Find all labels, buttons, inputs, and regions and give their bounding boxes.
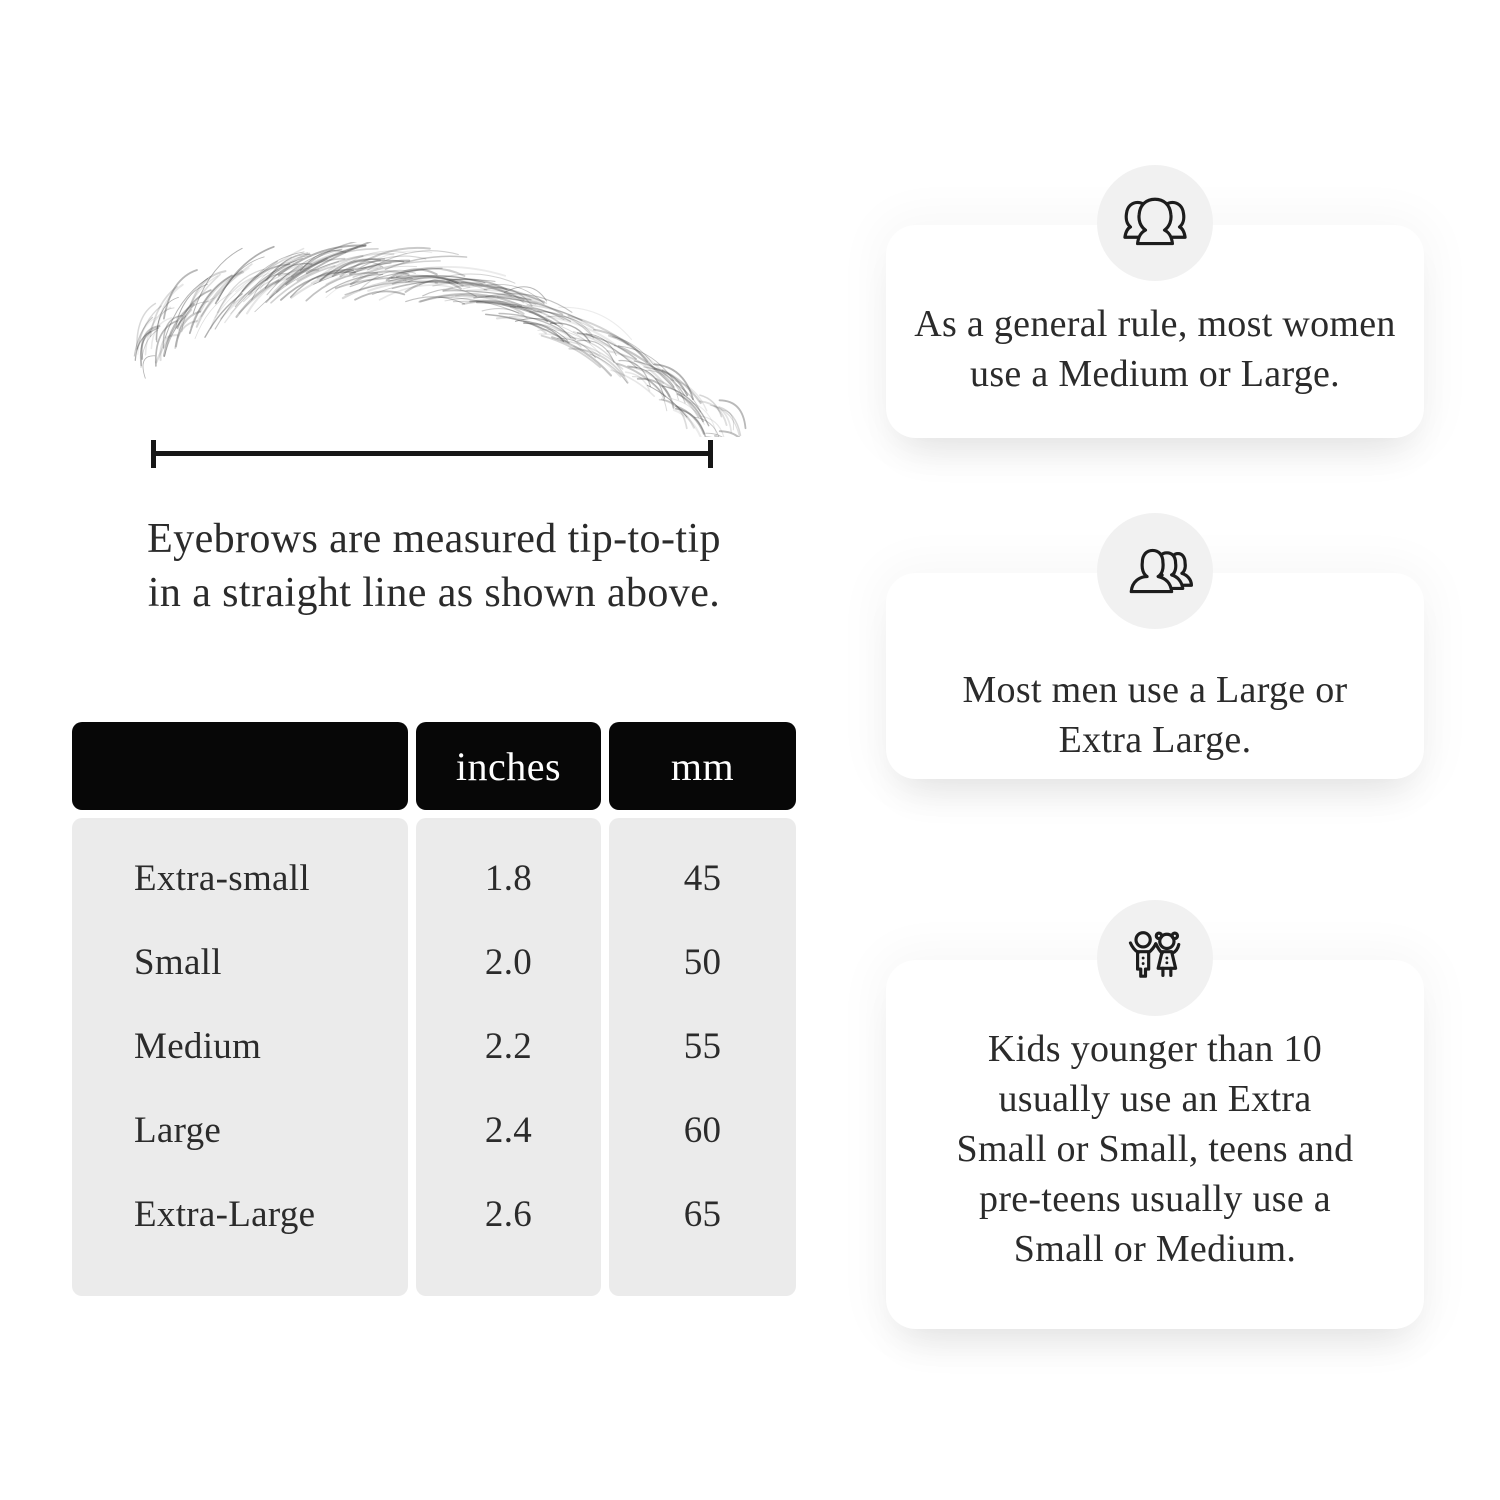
card-text-line: Small or Medium. (1013, 1228, 1297, 1270)
kids-icon-badge (1097, 900, 1213, 1016)
card-text-line: use a Medium or Large. (970, 353, 1340, 395)
size-table-header-inches: inches (416, 722, 601, 810)
mm-value-cell: 65 (683, 1193, 722, 1235)
card-text-line: pre-teens usually use a (979, 1178, 1331, 1220)
men-group-icon (1129, 548, 1193, 594)
size-label-cell: Extra-Large (134, 1193, 316, 1235)
women-guide-card: As a general rule, most women use a Medi… (886, 165, 1424, 438)
card-text-line: Extra Large. (1058, 719, 1252, 761)
size-label-cell: Medium (134, 1025, 262, 1067)
kids-guide-card: Kids younger than 10 usually use an Extr… (886, 900, 1424, 1329)
caption-line-2: in a straight line as shown above. (147, 570, 721, 616)
size-table-column-sizes: Extra-small Small Medium Large Extra-Lar… (72, 818, 408, 1296)
inches-value-cell: 2.2 (484, 1025, 533, 1067)
size-table-column-inches: 1.8 2.0 2.2 2.4 2.6 (416, 818, 601, 1296)
size-label-cell: Extra-small (134, 857, 310, 899)
card-text-line: Most men use a Large or (962, 669, 1348, 711)
men-icon-badge (1097, 513, 1213, 629)
inches-value-cell: 2.4 (484, 1109, 533, 1151)
card-text-line: Kids younger than 10 (987, 1028, 1323, 1070)
men-guide-card: Most men use a Large or Extra Large. (886, 513, 1424, 779)
size-label-cell: Small (134, 941, 222, 983)
size-table-header-mm: mm (609, 722, 796, 810)
inches-value-cell: 1.8 (484, 857, 533, 899)
caption-line-1: Eyebrows are measured tip-to-tip (147, 516, 721, 562)
women-group-icon (1123, 197, 1187, 246)
card-text-line: usually use an Extra (998, 1078, 1312, 1120)
size-table-header-blank (72, 722, 408, 810)
mm-value-cell: 55 (683, 1025, 722, 1067)
eyebrow-sketch-illustration (133, 242, 747, 437)
inches-value-cell: 2.6 (484, 1193, 533, 1235)
kids-icon (1128, 931, 1181, 978)
card-text-line: As a general rule, most women (914, 303, 1396, 345)
mm-value-cell: 45 (683, 857, 722, 899)
mm-value-cell: 50 (683, 941, 722, 983)
size-table-column-mm: 45 50 55 60 65 (609, 818, 796, 1296)
size-table: inches mm Extra-small Small Medium Large… (72, 722, 796, 1296)
size-label-cell: Large (134, 1109, 222, 1151)
women-icon-badge (1097, 165, 1213, 281)
eyebrow-illustration (112, 242, 762, 437)
measurement-line (151, 440, 713, 468)
inches-value-cell: 2.0 (484, 941, 533, 983)
mm-value-cell: 60 (683, 1109, 722, 1151)
card-text-line: Small or Small, teens and (956, 1128, 1354, 1170)
measurement-caption: Eyebrows are measured tip-to-tip in a st… (72, 512, 796, 620)
